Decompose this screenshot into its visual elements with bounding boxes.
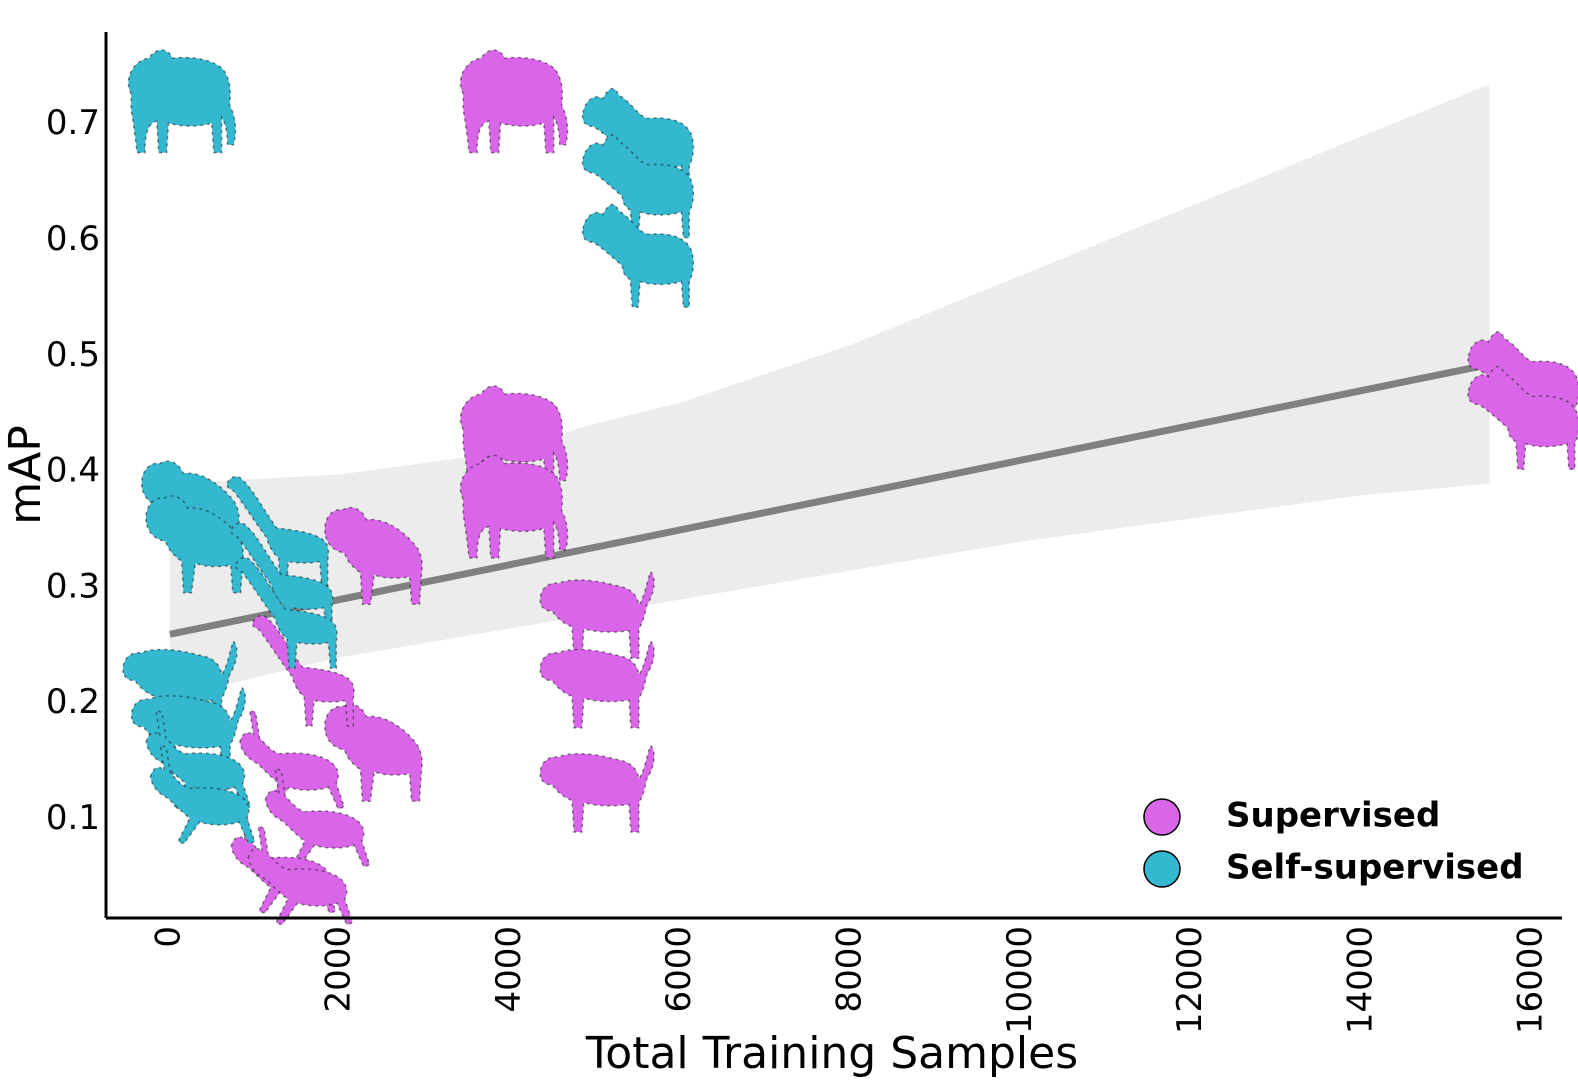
y-tick-label: 0.3 bbox=[46, 566, 100, 606]
y-axis-title: mAP bbox=[0, 425, 51, 525]
legend-marker bbox=[1143, 798, 1181, 836]
data-point-tiger-icon bbox=[127, 49, 237, 154]
y-tick-label: 0.6 bbox=[46, 219, 100, 259]
x-tick-label: 6000 bbox=[659, 926, 699, 1013]
data-point-tiger-icon bbox=[459, 49, 569, 154]
x-tick-label: 4000 bbox=[489, 926, 529, 1013]
y-tick-label: 0.4 bbox=[46, 451, 100, 491]
y-tick-label: 0.5 bbox=[46, 335, 100, 375]
y-tick-labels: 0.1 0.2 0.3 0.4 0.5 0.6 0.7 bbox=[46, 103, 100, 838]
x-tick-labels: 0 2000 4000 6000 8000 10000 12000 14000 16000 bbox=[148, 926, 1550, 1034]
x-tick-label: 16000 bbox=[1511, 926, 1551, 1034]
y-tick-label: 0.7 bbox=[46, 103, 100, 143]
data-point-leopard-icon bbox=[539, 744, 655, 833]
y-tick-label: 0.2 bbox=[46, 682, 100, 722]
legend-label: Self-supervised bbox=[1226, 848, 1524, 888]
x-tick-label: 14000 bbox=[1340, 926, 1380, 1034]
x-tick-label: 12000 bbox=[1170, 926, 1210, 1034]
confidence-band-group bbox=[169, 84, 1490, 698]
x-tick-label: 2000 bbox=[319, 926, 359, 1013]
legend-marker bbox=[1143, 850, 1181, 888]
regression-line-group bbox=[169, 360, 1491, 638]
regression-line bbox=[169, 360, 1491, 638]
legend: Supervised Self-supervised bbox=[1143, 796, 1524, 888]
x-tick-label: 0 bbox=[148, 926, 188, 948]
x-tick-label: 8000 bbox=[830, 926, 870, 1013]
x-tick-label: 10000 bbox=[1000, 926, 1040, 1034]
data-point-hyena-icon bbox=[324, 703, 423, 802]
y-tick-label: 0.1 bbox=[46, 798, 100, 838]
x-axis-title: Total Training Samples bbox=[585, 1028, 1078, 1079]
confidence-band bbox=[169, 84, 1490, 698]
legend-label: Supervised bbox=[1226, 796, 1440, 836]
